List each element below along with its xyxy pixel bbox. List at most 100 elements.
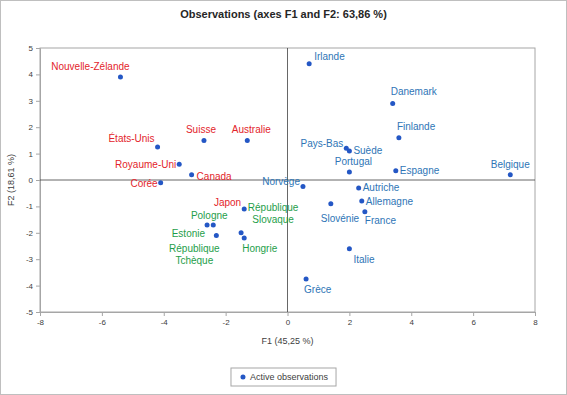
tick-mark <box>226 312 227 316</box>
tick-mark <box>36 74 40 75</box>
tick-label: -2 <box>223 318 231 327</box>
point-label: États-Unis <box>108 132 154 144</box>
point-label: Portugal <box>335 156 372 167</box>
legend-label: Active observations <box>250 372 329 382</box>
tick: -1 <box>26 202 40 211</box>
point <box>356 185 361 190</box>
point-label: Estonie <box>172 228 206 239</box>
tick-label: 8 <box>533 318 538 327</box>
title: Observations (axes F1 and F2: 63,86 %) <box>180 8 387 20</box>
point <box>307 61 312 66</box>
tick-mark <box>36 233 40 234</box>
point-label: France <box>365 215 397 226</box>
point-label: Canada <box>197 171 232 182</box>
point-label: Hongrie <box>242 243 277 254</box>
tick-label: 4 <box>29 70 34 79</box>
tick-mark <box>36 101 40 102</box>
point <box>155 145 160 150</box>
point-label: Italie <box>353 254 375 265</box>
tick-mark <box>36 312 40 313</box>
tick-label: -4 <box>161 318 169 327</box>
point <box>347 148 352 153</box>
tick: 0 <box>29 176 40 185</box>
tick-label: -5 <box>26 308 34 317</box>
tick-label: -4 <box>26 282 34 291</box>
chart-border <box>1 1 567 395</box>
tick: 4 <box>29 70 40 79</box>
tick: -4 <box>161 312 169 327</box>
tick-mark <box>473 312 474 316</box>
tick-label: -6 <box>99 318 107 327</box>
chart: -8-6-4-202468-5-4-3-2-1012345Nouvelle-Zé… <box>0 0 567 395</box>
tick: 4 <box>410 312 415 327</box>
point-label: Danemark <box>391 86 438 97</box>
point <box>189 172 194 177</box>
tick: 0 <box>286 312 291 327</box>
tick-label: 5 <box>29 44 34 53</box>
point <box>300 184 305 189</box>
legend-marker <box>240 375 245 380</box>
tick: -8 <box>37 312 45 327</box>
tick-mark <box>36 127 40 128</box>
point <box>347 246 352 251</box>
point <box>390 101 395 106</box>
tick: 6 <box>471 312 476 327</box>
tick-mark <box>164 312 165 316</box>
tick: 3 <box>29 97 40 106</box>
point <box>362 209 367 214</box>
points <box>118 61 513 281</box>
point <box>205 222 210 227</box>
tick: -5 <box>26 308 40 317</box>
tick-mark <box>36 259 40 260</box>
tick-label: -2 <box>26 229 34 238</box>
point <box>347 170 352 175</box>
tick-mark <box>288 312 289 316</box>
point <box>239 230 244 235</box>
plot-frame <box>40 48 535 312</box>
point <box>396 135 401 140</box>
point-label: RépubliqueSlovaque <box>248 202 299 225</box>
point-label: Suisse <box>186 124 216 135</box>
point-label: Suède <box>353 145 382 156</box>
point <box>214 233 219 238</box>
tick-label: 6 <box>471 318 476 327</box>
tick-label: -3 <box>26 255 34 264</box>
point <box>158 180 163 185</box>
tick-mark <box>411 312 412 316</box>
tick-mark <box>36 180 40 181</box>
tick: 8 <box>533 312 538 327</box>
tick: -2 <box>223 312 231 327</box>
tick-label: 4 <box>410 318 415 327</box>
tick-label: -8 <box>37 318 45 327</box>
point <box>211 222 216 227</box>
point <box>177 162 182 167</box>
point-label: Pays-Bas <box>300 138 343 149</box>
tick: -3 <box>26 255 40 264</box>
tick: -2 <box>26 229 40 238</box>
point <box>245 138 250 143</box>
x-axis-title: F1 (45,25 %) <box>261 336 313 346</box>
axis-line <box>36 49 41 313</box>
point-label: Japon <box>214 197 241 208</box>
point-label: Corée <box>130 178 158 189</box>
tick: 1 <box>29 150 40 159</box>
tick: -6 <box>99 312 107 327</box>
point-label: Irlande <box>314 51 345 62</box>
point-label: Espagne <box>400 165 440 176</box>
point-label: Pologne <box>191 210 228 221</box>
tick: 2 <box>29 123 40 132</box>
point <box>242 207 247 212</box>
tick: 2 <box>348 312 353 327</box>
x-axis: -8 -6 -4 -2 0 2 4 6 8 <box>37 312 538 327</box>
point-label: Allemagne <box>366 196 414 207</box>
plot: -8-6-4-202468-5-4-3-2-1012345Nouvelle-Zé… <box>26 44 538 327</box>
tick: -4 <box>26 282 40 291</box>
point-label: Australie <box>232 124 271 135</box>
point <box>201 138 206 143</box>
tick: 5 <box>29 44 40 53</box>
point <box>393 168 398 173</box>
y-axis-title: F2 (18,61 %) <box>6 154 16 206</box>
legend-item: Active observations <box>240 372 328 382</box>
tick-label: 1 <box>29 150 34 159</box>
tick-label: 2 <box>29 123 34 132</box>
